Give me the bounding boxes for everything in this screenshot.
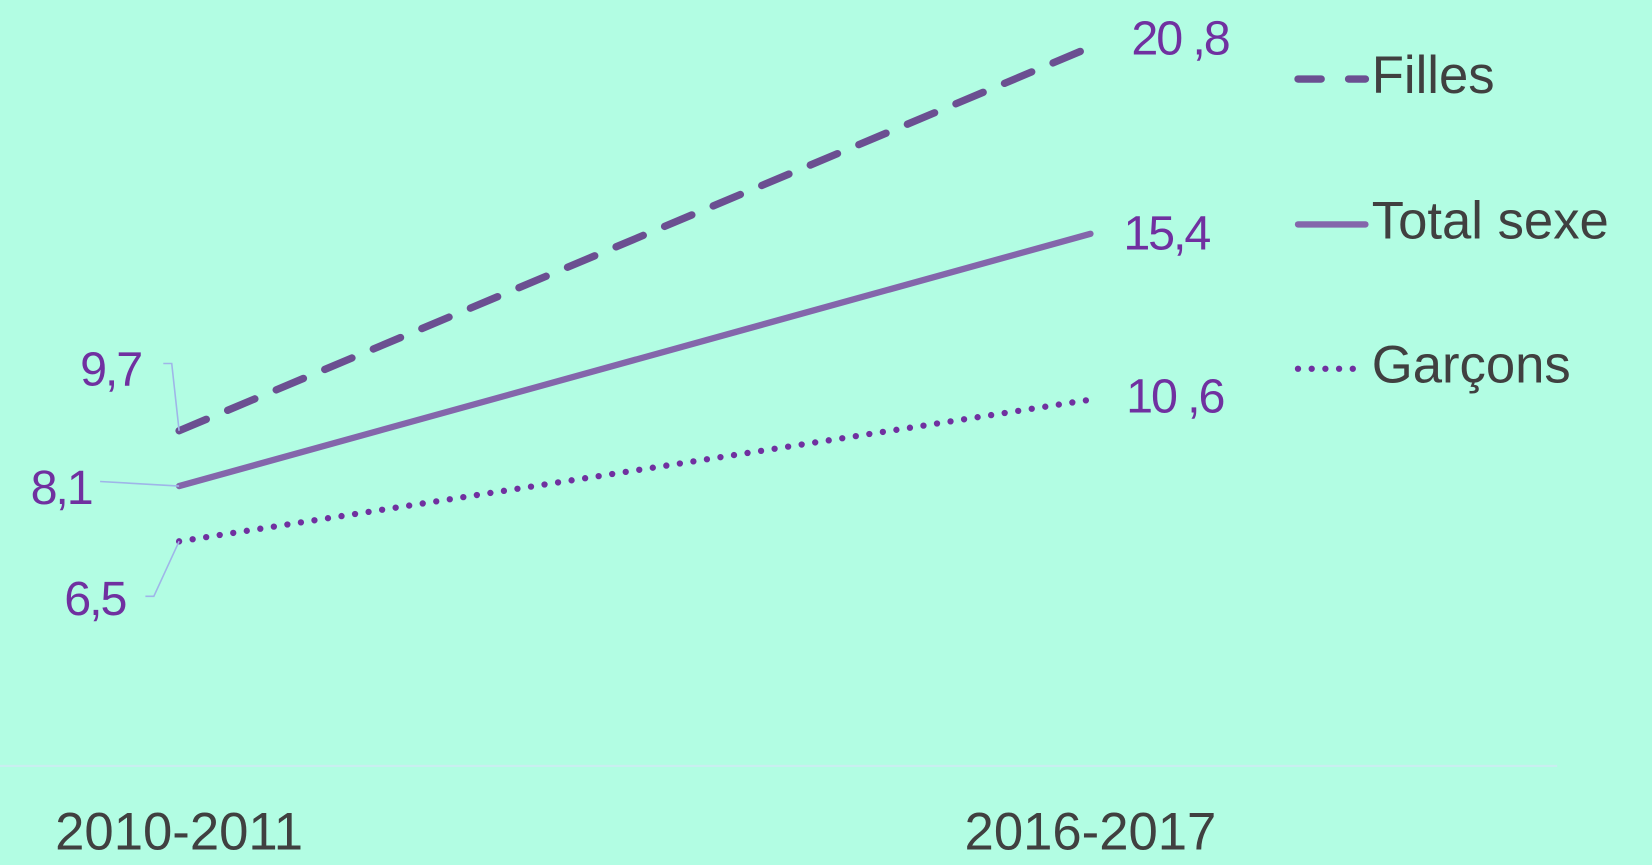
leader-line — [145, 541, 180, 598]
data-label: 9,7 — [80, 343, 141, 397]
leader-line — [100, 480, 180, 487]
data-label: 10 ,6 — [1126, 369, 1223, 423]
x-tick-label: 2016-2017 — [965, 802, 1217, 861]
data-label: 15,4 — [1123, 207, 1210, 261]
legend-label: Garçons — [1372, 336, 1571, 395]
data-label: 20 ,8 — [1131, 12, 1228, 66]
data-label: 6,5 — [64, 572, 125, 626]
x-tick-label: 2010-2011 — [55, 802, 303, 861]
legend-label: Total sexe — [1372, 191, 1609, 250]
legend-label: Filles — [1372, 46, 1495, 105]
line-series — [175, 43, 1095, 435]
leader-line — [163, 362, 180, 431]
line-series — [175, 396, 1094, 545]
data-label: 8,1 — [31, 461, 92, 515]
line-series — [175, 230, 1094, 490]
